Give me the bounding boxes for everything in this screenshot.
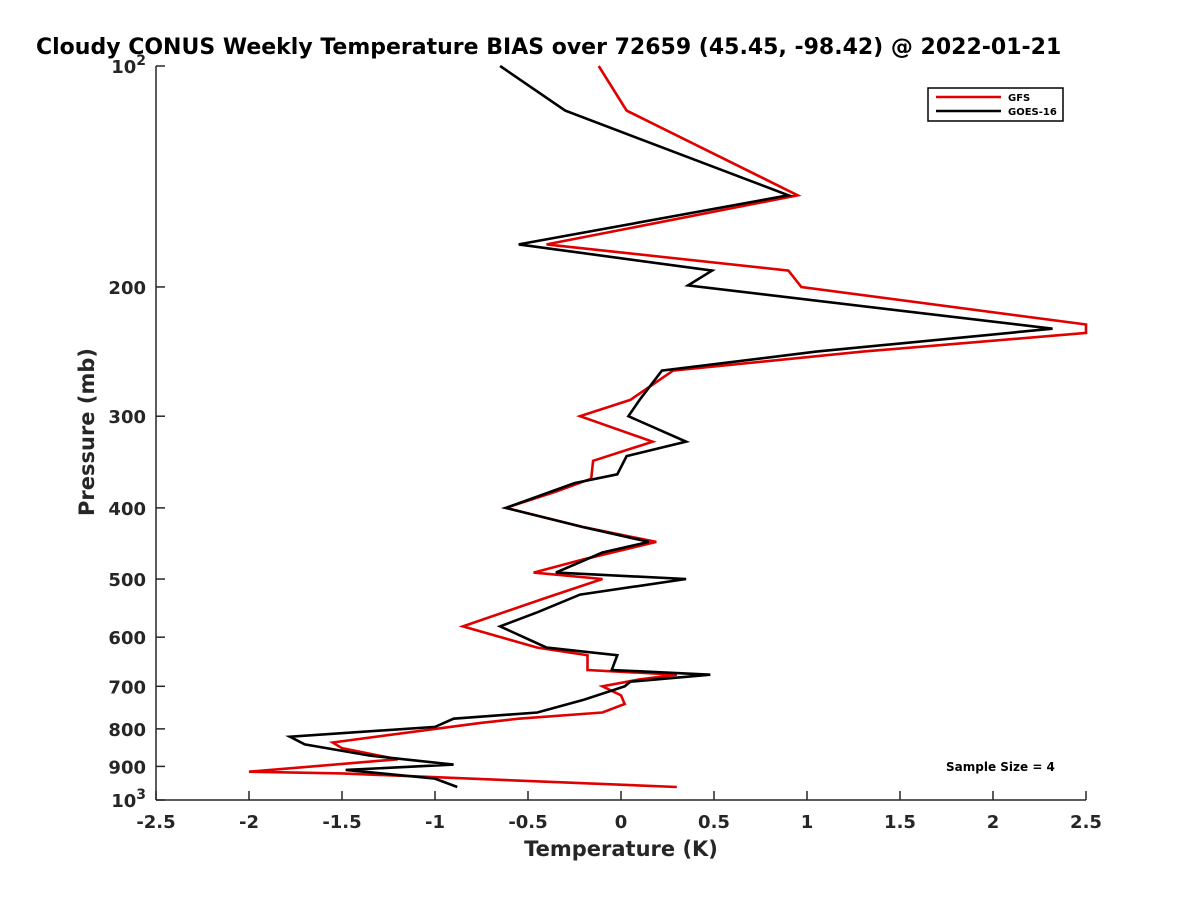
- y-tick-label: 102: [111, 53, 146, 78]
- legend-box: [927, 87, 1064, 122]
- y-tick-label: 600: [108, 628, 146, 649]
- x-tick-label: 2.5: [1070, 812, 1102, 833]
- x-tick-label: 1: [801, 812, 814, 833]
- x-tick-label: 0.5: [698, 812, 730, 833]
- x-tick-label: -2.5: [136, 812, 175, 833]
- y-tick-label: 500: [108, 570, 146, 591]
- legend-label-gfs: GFS: [1008, 93, 1030, 104]
- x-tick-label: 1.5: [884, 812, 916, 833]
- series-line-goes-16: [285, 64, 1053, 789]
- x-tick-label: 2: [987, 812, 1000, 833]
- chart-title: Cloudy CONUS Weekly Temperature BIAS ove…: [36, 35, 1061, 60]
- y-axis-title: Pressure (mb): [75, 348, 99, 516]
- y-tick-label: 400: [108, 499, 146, 520]
- y-tick-label: 800: [108, 720, 146, 741]
- x-axis-title: Temperature (K): [524, 837, 718, 861]
- series-line-gfs: [248, 65, 1088, 789]
- y-tick-label: 900: [108, 757, 146, 778]
- y-tick-label: 103: [111, 787, 146, 812]
- legend: GFS GOES-16: [927, 87, 1064, 122]
- sample-size-annotation: Sample Size = 4: [946, 760, 1055, 774]
- y-tick-label: 700: [108, 677, 146, 698]
- x-tick-label: -2: [239, 812, 259, 833]
- legend-label-goes16: GOES-16: [1008, 107, 1057, 118]
- x-tick-label: -1.5: [322, 812, 361, 833]
- y-tick-label: 300: [108, 407, 146, 428]
- x-axis-ticks: -2.5 -2 -1.5 -1 -0.5 0 0.5 1 1.5 2 2.5: [136, 791, 1102, 833]
- series-lines: [248, 64, 1088, 789]
- y-axis-ticks: 102 200 300 400 500 600 700 800 900 103: [108, 53, 165, 812]
- x-tick-label: 0: [615, 812, 628, 833]
- x-tick-label: -0.5: [508, 812, 547, 833]
- x-tick-label: -1: [425, 812, 445, 833]
- y-tick-label: 200: [108, 278, 146, 299]
